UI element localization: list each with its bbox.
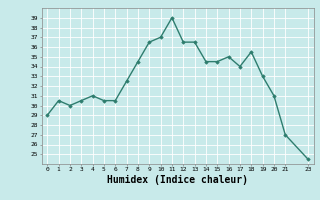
X-axis label: Humidex (Indice chaleur): Humidex (Indice chaleur) [107, 175, 248, 185]
